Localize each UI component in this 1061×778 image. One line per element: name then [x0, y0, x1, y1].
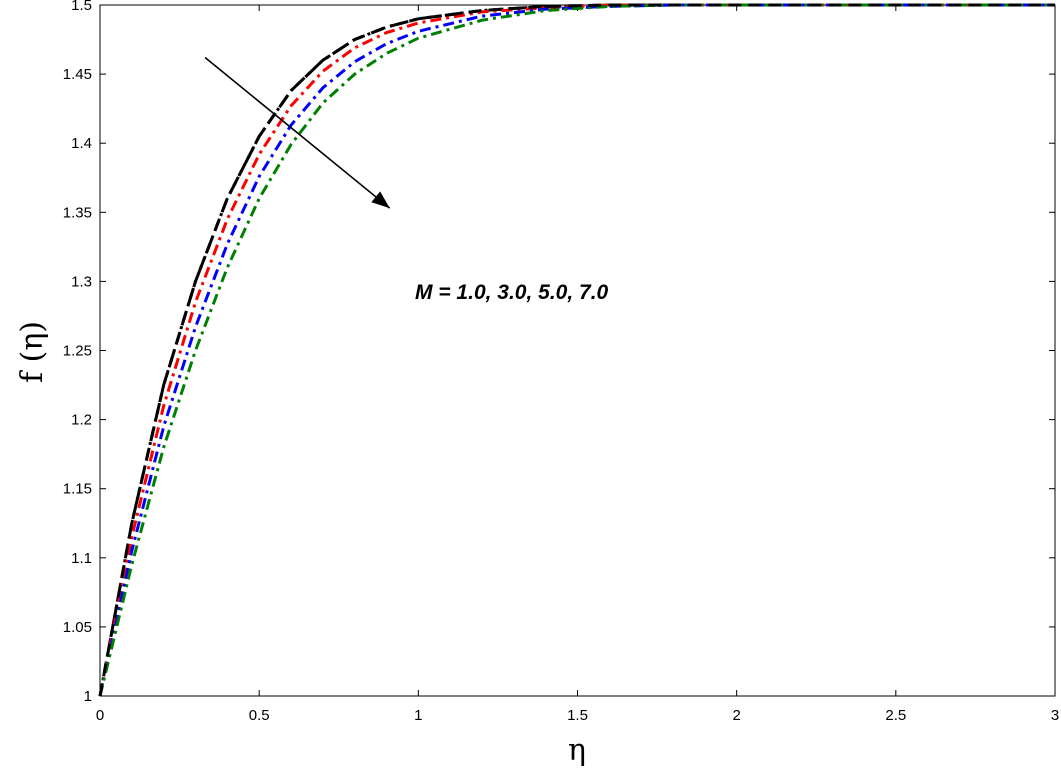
x-tick-label: 1.5 — [567, 707, 588, 724]
x-tick-label: 0.5 — [249, 707, 270, 724]
y-tick-label: 1.3 — [71, 273, 92, 290]
annotation-text: M = 1.0, 3.0, 5.0, 7.0 — [415, 281, 609, 304]
series-layer — [98, 3, 1055, 697]
y-axis-title: f (η) — [15, 321, 50, 383]
y-tick-label: 1.1 — [71, 550, 92, 567]
x-tick-label: 2 — [732, 707, 740, 724]
plot-area — [99, 4, 1056, 697]
annotation-arrow-head — [371, 191, 390, 209]
x-axis: 0 0.5 1 1.5 2 2.5 3 — [96, 5, 1059, 724]
y-tick-label: 1.05 — [63, 619, 92, 636]
y-tick-label: 1 — [84, 688, 92, 705]
x-tick-label: 1 — [414, 707, 422, 724]
x-tick-label: 2.5 — [885, 707, 906, 724]
x-tick-label: 0 — [96, 707, 104, 724]
y-tick-label: 1.45 — [63, 66, 92, 83]
y-tick-label: 1.25 — [63, 343, 92, 360]
series-line-2 — [98, 3, 1055, 697]
y-axis: 1 1.05 1.1 1.15 1.2 1.25 1.3 1.35 1.4 1.45 1.5 — [63, 0, 1055, 705]
y-tick-label: 1.4 — [71, 135, 92, 152]
x-tick-label: 3 — [1051, 707, 1059, 724]
series-line-5 — [98, 3, 1055, 697]
y-tick-label: 1.2 — [71, 412, 92, 429]
y-tick-label: 1.35 — [63, 204, 92, 221]
series-line-3 — [98, 3, 1055, 697]
series-line-4 — [98, 3, 1055, 697]
annotation-layer — [204, 56, 391, 209]
y-tick-label: 1.15 — [63, 481, 92, 498]
annotation-arrow-line — [204, 56, 391, 209]
x-axis-title: η — [568, 733, 586, 768]
y-tick-label: 1.5 — [71, 0, 92, 14]
